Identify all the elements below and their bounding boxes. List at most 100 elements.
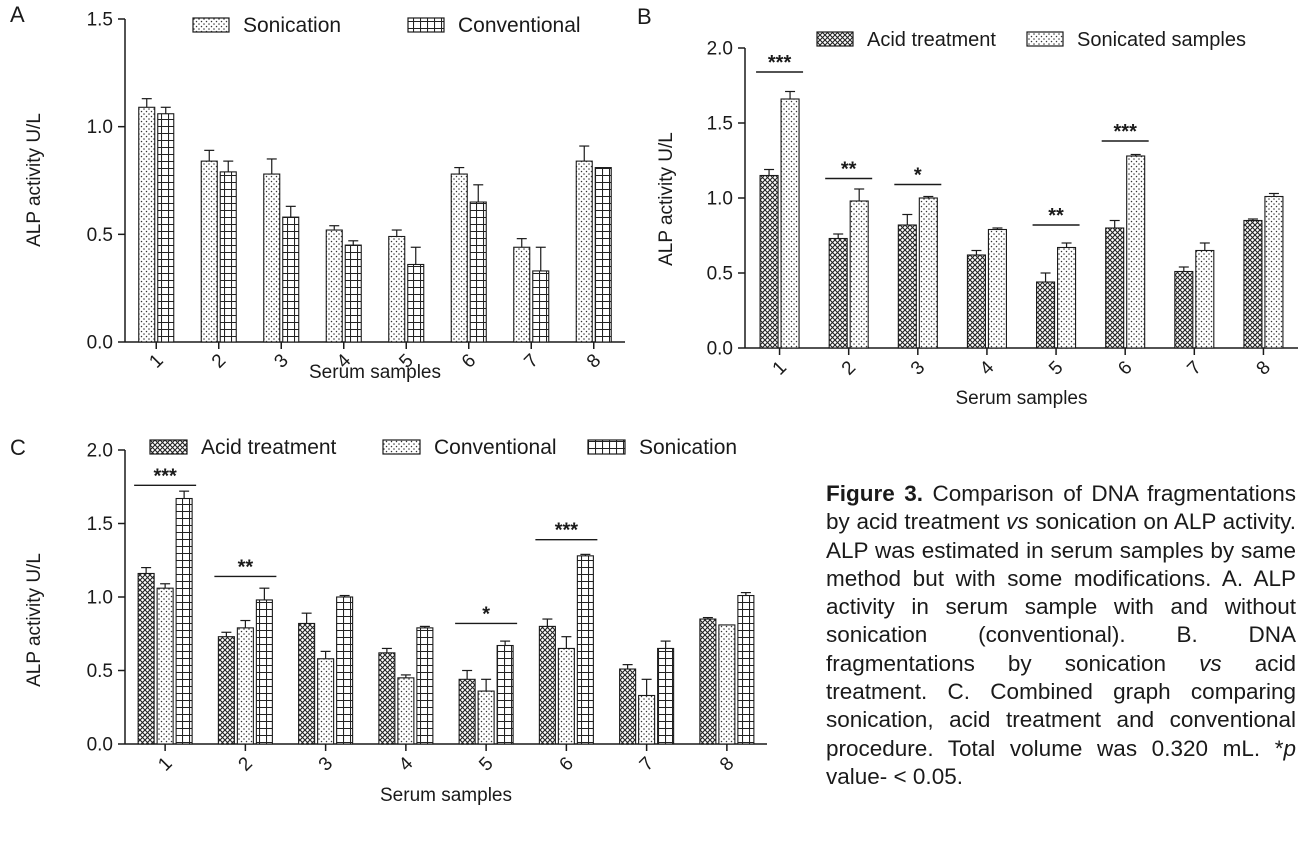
bar: [718, 624, 736, 745]
legend-label: Conventional: [458, 14, 581, 37]
bar: [897, 224, 917, 349]
x-tick-label: 6: [1114, 357, 1136, 379]
bar: [1174, 270, 1194, 349]
bar: [638, 694, 656, 745]
significance-label: **: [841, 159, 857, 181]
significance-label: ***: [1114, 121, 1138, 143]
bar: [378, 652, 396, 745]
y-axis-label: ALP activity U/L: [656, 132, 677, 266]
bar: [156, 587, 174, 745]
bar: [336, 596, 354, 745]
x-tick-label: 3: [315, 753, 337, 775]
bar: [737, 594, 755, 745]
caption-text-2: sonication on ALP activity. ALP was esti…: [826, 509, 1296, 676]
x-tick-label: 4: [395, 753, 418, 776]
x-tick-label: 7: [520, 350, 542, 372]
y-tick-label: 1.5: [87, 514, 113, 535]
x-axis-label: Serum samples: [956, 388, 1088, 409]
bar: [619, 668, 637, 745]
x-tick-label: 5: [475, 753, 497, 775]
x-tick-label: 2: [838, 357, 860, 379]
bar: [344, 244, 362, 343]
x-tick-label: 1: [769, 357, 791, 379]
figure-caption: Figure 3. Comparison of DNA fragmentatio…: [826, 480, 1296, 791]
bar: [532, 270, 550, 343]
x-tick-label: 4: [976, 357, 999, 380]
significance-label: ***: [768, 52, 792, 74]
bar: [759, 174, 779, 349]
caption-vs-1: vs: [1006, 509, 1029, 535]
y-tick-label: 1.0: [87, 117, 113, 138]
legend-label: Sonicated samples: [1077, 29, 1246, 51]
chart-panel-b: B0.00.51.01.52.01 2 3 4 5 6 7 8***** ******Acid …: [637, 4, 1298, 409]
x-tick-label: 6: [556, 753, 578, 775]
bar: [1264, 195, 1284, 349]
bar: [557, 647, 575, 745]
bar: [298, 622, 316, 745]
bar: [1105, 227, 1125, 349]
x-axis-label: Serum samples: [380, 785, 512, 806]
significance-label: ***: [153, 465, 177, 487]
y-tick-label: 1.5: [707, 114, 733, 135]
legend-swatch: [192, 17, 230, 33]
legend-swatch: [407, 17, 445, 33]
legend-label: Conventional: [434, 436, 557, 459]
bar: [1243, 219, 1263, 349]
bar: [657, 647, 675, 745]
y-tick-label: 0.5: [707, 264, 733, 285]
legend-label: Sonication: [243, 14, 341, 37]
bar: [496, 644, 514, 745]
y-tick-label: 1.0: [87, 588, 113, 609]
bar: [780, 98, 800, 349]
panel-letter: A: [10, 2, 25, 27]
panel-letter: B: [637, 4, 652, 29]
x-tick-label: 7: [636, 753, 658, 775]
significance-label: *: [482, 603, 490, 625]
bar: [538, 625, 556, 745]
panel-letter: C: [10, 435, 26, 460]
bar: [1057, 246, 1077, 349]
bar: [200, 160, 218, 343]
bar: [407, 263, 425, 343]
x-tick-label: 6: [458, 350, 480, 372]
x-tick-label: 2: [235, 753, 257, 775]
legend-label: Sonication: [639, 436, 737, 459]
x-tick-label: 8: [1253, 357, 1275, 379]
bar: [1195, 249, 1215, 349]
bar: [828, 237, 848, 349]
y-axis-label: ALP activity U/L: [24, 113, 45, 247]
bar: [594, 167, 612, 343]
x-axis-label: Serum samples: [309, 362, 441, 383]
bar: [325, 229, 343, 343]
bar: [966, 254, 986, 349]
x-tick-label: 8: [716, 753, 738, 775]
bar: [388, 235, 406, 343]
significance-label: *: [914, 165, 922, 187]
caption-p: p: [1283, 735, 1296, 761]
x-tick-label: 3: [270, 350, 292, 372]
bar: [219, 171, 237, 343]
y-tick-label: 2.0: [707, 39, 733, 60]
caption-text-3: acid treatment. C. Combined graph compar…: [826, 650, 1296, 761]
bar: [450, 173, 468, 343]
bar: [458, 678, 476, 745]
bar: [477, 690, 495, 745]
legend-swatch: [149, 439, 188, 455]
legend-swatch: [1026, 31, 1064, 47]
y-tick-label: 0.5: [87, 661, 113, 682]
bar: [576, 555, 594, 745]
significance-label: ***: [555, 520, 579, 542]
y-tick-label: 0.5: [87, 225, 113, 246]
bar: [137, 572, 155, 745]
x-tick-label: 5: [1045, 357, 1067, 379]
caption-text-4: value- < 0.05.: [826, 763, 963, 789]
bar: [849, 200, 869, 349]
y-tick-label: 1.5: [87, 10, 113, 31]
x-tick-label: 2: [208, 350, 230, 372]
bar: [138, 106, 156, 343]
x-tick-label: 3: [907, 357, 929, 379]
bar: [282, 216, 300, 343]
bar: [255, 599, 273, 745]
